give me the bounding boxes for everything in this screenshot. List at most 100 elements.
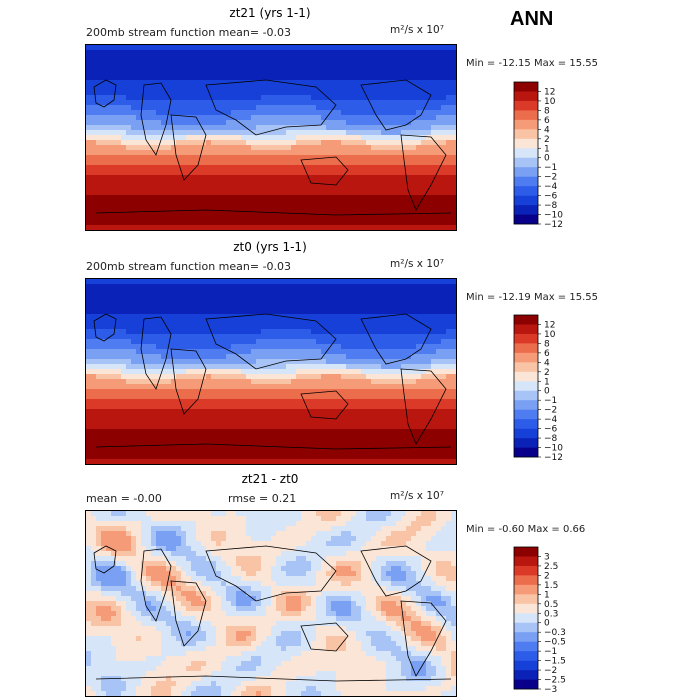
- field-cell: [386, 404, 392, 410]
- field-cell: [226, 175, 232, 181]
- field-cell: [271, 354, 277, 360]
- colorbar-tick-label: 6: [544, 116, 550, 126]
- field-cell: [121, 165, 127, 171]
- field-cell: [91, 120, 97, 126]
- field-cell: [241, 135, 247, 141]
- field-cell: [86, 60, 92, 66]
- field-cell: [311, 55, 317, 61]
- field-cell: [286, 364, 292, 370]
- field-cell: [371, 359, 377, 365]
- field-cell: [451, 384, 456, 390]
- field-cell: [131, 100, 137, 106]
- field-cell: [196, 299, 202, 305]
- field-cell: [131, 284, 137, 290]
- field-cell: [381, 419, 387, 425]
- field-cell: [361, 195, 367, 201]
- field-cell: [381, 319, 387, 325]
- field-cell: [131, 200, 137, 206]
- field-cell: [96, 324, 102, 330]
- field-cell: [411, 374, 417, 380]
- field-cell: [251, 115, 257, 121]
- field-cell: [336, 190, 342, 196]
- field-cell: [331, 379, 337, 385]
- field-cell: [291, 170, 297, 176]
- field-cell: [441, 284, 447, 290]
- field-cell: [171, 314, 177, 320]
- field-cell: [221, 110, 227, 116]
- colorbar-swatch: [514, 91, 538, 102]
- field-cell: [171, 195, 177, 201]
- field-cell: [176, 299, 182, 305]
- field-cell: [211, 319, 217, 325]
- field-cell: [341, 175, 347, 181]
- field-cell: [421, 185, 427, 191]
- panel-2-min: -12.19: [498, 292, 531, 303]
- field-cell: [346, 80, 352, 86]
- field-cell: [431, 299, 437, 305]
- field-cell: [361, 125, 367, 131]
- field-cell: [316, 379, 322, 385]
- field-cell: [201, 220, 207, 226]
- field-cell: [221, 344, 227, 350]
- field-cell: [426, 284, 432, 290]
- field-cell: [246, 354, 252, 360]
- field-cell: [446, 170, 452, 176]
- field-cell: [96, 150, 102, 156]
- field-cell: [326, 185, 332, 191]
- field-cell: [216, 80, 222, 86]
- field-cell: [446, 55, 452, 61]
- field-cell: [181, 95, 187, 101]
- field-cell: [276, 70, 282, 76]
- field-cell: [86, 319, 92, 325]
- field-cell: [196, 289, 202, 295]
- field-cell: [381, 364, 387, 370]
- field-cell: [356, 65, 362, 71]
- field-cell: [386, 329, 392, 335]
- field-cell: [261, 349, 267, 355]
- field-cell: [246, 359, 252, 365]
- field-cell: [126, 374, 132, 380]
- field-cell: [336, 359, 342, 365]
- field-cell: [136, 329, 142, 335]
- field-cell: [401, 349, 407, 355]
- field-cell: [296, 150, 302, 156]
- field-cell: [291, 364, 297, 370]
- field-cell: [246, 279, 252, 285]
- field-cell: [361, 279, 367, 285]
- field-cell: [401, 80, 407, 86]
- field-cell: [321, 334, 327, 340]
- field-cell: [281, 334, 287, 340]
- field-cell: [346, 100, 352, 106]
- field-cell: [256, 145, 262, 151]
- field-cell: [86, 299, 92, 305]
- field-cell: [251, 80, 257, 86]
- field-cell: [181, 379, 187, 385]
- field-cell: [281, 150, 287, 156]
- field-cell: [356, 289, 362, 295]
- field-cell: [176, 50, 182, 56]
- field-cell: [171, 389, 177, 395]
- field-cell: [286, 309, 292, 315]
- field-cell: [281, 215, 287, 221]
- field-cell: [261, 80, 267, 86]
- field-cell: [151, 319, 157, 325]
- field-cell: [331, 185, 337, 191]
- field-cell: [366, 279, 372, 285]
- field-cell: [131, 329, 137, 335]
- field-cell: [231, 339, 237, 345]
- field-cell: [111, 419, 117, 425]
- field-cell: [376, 404, 382, 410]
- field-cell: [111, 50, 117, 56]
- field-cell: [321, 409, 327, 415]
- field-cell: [351, 95, 357, 101]
- field-cell: [226, 105, 232, 111]
- field-cell: [196, 80, 202, 86]
- field-cell: [346, 319, 352, 325]
- field-cell: [341, 70, 347, 76]
- field-cell: [301, 309, 307, 315]
- field-cell: [421, 110, 427, 116]
- field-cell: [441, 55, 447, 61]
- field-cell: [251, 195, 257, 201]
- field-cell: [356, 60, 362, 66]
- field-cell: [321, 50, 327, 56]
